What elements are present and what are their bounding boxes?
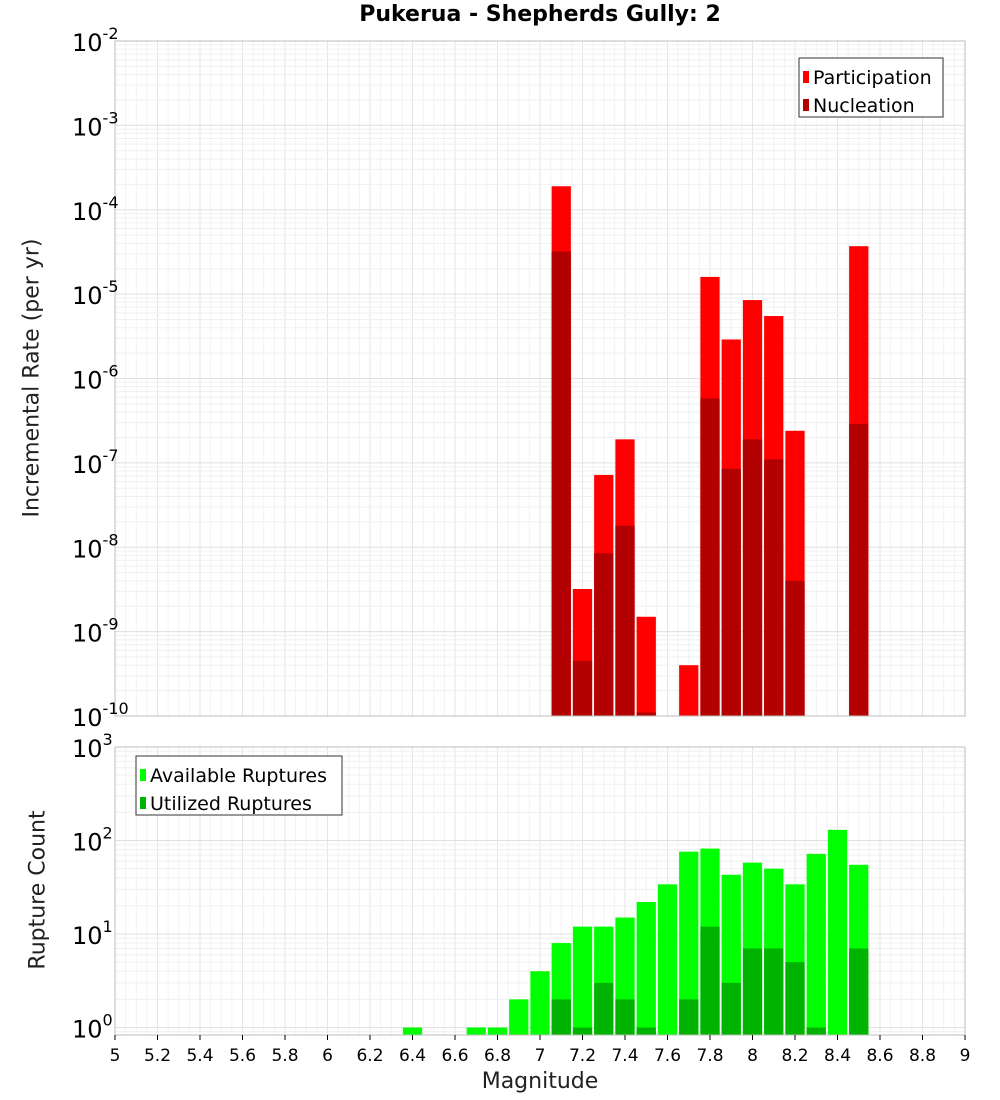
- x-tick-label: 8.4: [824, 1046, 851, 1066]
- bar-nucleation: [721, 468, 741, 716]
- x-tick-label: 6.4: [399, 1046, 426, 1066]
- bar-utilized-ruptures: [742, 948, 763, 1035]
- legend-label: Participation: [813, 67, 932, 89]
- bar-utilized-ruptures: [785, 962, 805, 1035]
- legend-swatch: [140, 769, 146, 781]
- bar-participation: [636, 616, 656, 716]
- bar-utilized-ruptures: [849, 948, 869, 1035]
- x-tick-label: 7.2: [569, 1046, 596, 1066]
- x-tick-label: 5.4: [186, 1046, 213, 1066]
- bar-utilized-ruptures: [721, 982, 741, 1035]
- y-tick-label: 10-10: [72, 699, 129, 732]
- y-tick-label: 10-6: [72, 362, 119, 395]
- bar-nucleation: [742, 439, 763, 716]
- bar-available-ruptures: [827, 829, 848, 1035]
- x-tick-label: 8.6: [866, 1046, 893, 1066]
- y-tick-label: 10-5: [72, 277, 119, 310]
- bar-utilized-ruptures: [551, 999, 571, 1035]
- legend-label: Nucleation: [813, 95, 915, 117]
- chart-title: Pukerua - Shepherds Gully: 2: [359, 2, 721, 27]
- plot-frame: [114, 40, 966, 717]
- y-tick-label: 103: [72, 730, 113, 763]
- bar-utilized-ruptures: [700, 926, 720, 1035]
- bar-nucleation: [764, 459, 784, 716]
- x-tick-label: 6.6: [441, 1046, 468, 1066]
- y-tick-label: 100: [72, 1011, 113, 1044]
- bar-nucleation: [636, 712, 656, 716]
- x-tick-label: 7.4: [611, 1046, 638, 1066]
- bar-available-ruptures: [466, 1027, 486, 1035]
- bar-nucleation: [615, 525, 635, 716]
- bar-available-ruptures: [657, 884, 678, 1035]
- bar-available-ruptures: [530, 971, 550, 1035]
- bar-nucleation: [700, 398, 720, 716]
- bar-utilized-ruptures: [636, 1027, 656, 1035]
- x-tick-label: 9: [960, 1046, 971, 1066]
- bar-available-ruptures: [679, 851, 699, 1035]
- x-tick-label: 8.8: [909, 1046, 936, 1066]
- bar-nucleation: [849, 423, 869, 716]
- y-tick-label: 102: [72, 824, 113, 857]
- x-tick-label: 8: [747, 1046, 758, 1066]
- bar-available-ruptures: [402, 1027, 423, 1035]
- x-axis-label: Magnitude: [481, 1069, 599, 1094]
- y-tick-label: 10-9: [72, 615, 119, 648]
- bar-available-ruptures: [487, 1027, 508, 1035]
- bar-participation: [679, 665, 699, 716]
- legend-box: [135, 755, 343, 816]
- bottom-legend: Available Ruptures Utilized Ruptures: [135, 755, 343, 816]
- x-tick-label: 5: [110, 1046, 121, 1066]
- bar-nucleation: [572, 660, 593, 716]
- bar-utilized-ruptures: [679, 999, 699, 1035]
- legend-label: Utilized Ruptures: [150, 793, 312, 815]
- bar-available-ruptures: [636, 901, 656, 1035]
- rupture-count-panel: 103 102 101 100: [72, 730, 966, 1044]
- y-tick-label: 10-7: [72, 446, 119, 479]
- rate-panel: 10-2 10-3 10-4 10-5 10-6 10-7 10-8 10-9 10-10: [72, 24, 966, 732]
- y-tick-label: 10-8: [72, 530, 119, 563]
- bar-utilized-ruptures: [594, 982, 614, 1035]
- x-tick-label: 5.8: [271, 1046, 298, 1066]
- x-tick-label: 6: [322, 1046, 333, 1066]
- x-tick-label: 5.6: [229, 1046, 256, 1066]
- bar-nucleation: [785, 580, 805, 716]
- legend-swatch: [803, 71, 809, 83]
- y-tick-label: 10-4: [72, 193, 119, 226]
- legend-swatch: [140, 797, 146, 809]
- bar-utilized-ruptures: [806, 1027, 826, 1035]
- legend-swatch: [803, 99, 809, 111]
- legend-label: Available Ruptures: [150, 765, 327, 787]
- bar-utilized-ruptures: [615, 999, 635, 1035]
- bar-nucleation: [594, 553, 614, 716]
- x-tick-label: 6.2: [356, 1046, 383, 1066]
- x-tick-label: 7.6: [654, 1046, 681, 1066]
- bar-available-ruptures: [806, 853, 826, 1035]
- x-tick-label: 7.8: [696, 1046, 723, 1066]
- legend-box: [798, 57, 944, 118]
- top-legend: Participation Nucleation: [798, 57, 944, 118]
- bar-available-ruptures: [572, 926, 593, 1035]
- y-tick-label: 10-3: [72, 108, 119, 141]
- y-tick-label: 101: [72, 917, 113, 950]
- y-tick-label: 10-2: [72, 24, 119, 57]
- x-tick-label: 6.8: [484, 1046, 511, 1066]
- bar-utilized-ruptures: [764, 948, 784, 1035]
- x-tick-label: 5.2: [144, 1046, 171, 1066]
- bar-available-ruptures: [509, 999, 529, 1035]
- bar-utilized-ruptures: [572, 1027, 593, 1035]
- x-tick-label: 8.2: [781, 1046, 808, 1066]
- x-tick-label: 7: [535, 1046, 546, 1066]
- bar-nucleation: [551, 251, 571, 716]
